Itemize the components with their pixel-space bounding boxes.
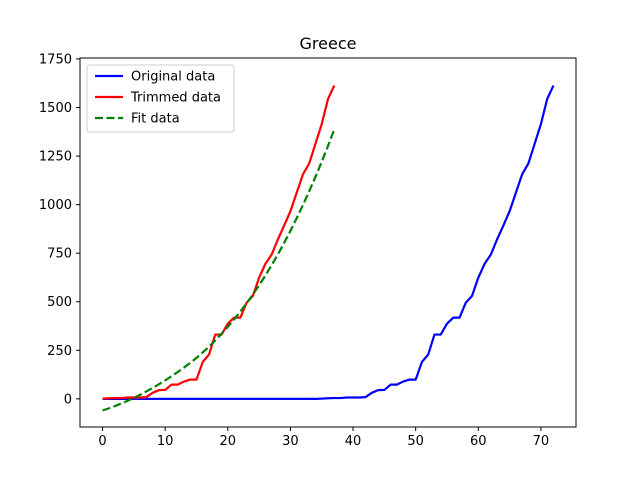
x-tick-label: 70 — [533, 434, 550, 449]
chart-title: Greece — [300, 34, 357, 53]
y-tick-label: 0 — [64, 392, 72, 407]
y-tick-label: 1500 — [39, 101, 72, 116]
x-tick-label: 60 — [470, 434, 487, 449]
legend-label: Trimmed data — [130, 91, 221, 106]
y-tick-label: 500 — [47, 295, 72, 310]
axes-frame — [79, 57, 577, 428]
x-tick-label: 40 — [345, 434, 362, 449]
y-tick-label: 1250 — [39, 150, 72, 165]
legend-box — [86, 64, 235, 133]
x-tick-label: 0 — [98, 434, 106, 449]
x-tick-label: 20 — [220, 434, 237, 449]
legend: Original data Trimmed data Fit data — [86, 64, 235, 133]
y-tick-label: 250 — [47, 344, 72, 359]
x-axis: 0 10 20 30 40 50 60 70 — [98, 427, 549, 449]
x-tick-label: 30 — [282, 434, 299, 449]
y-tick-label: 1750 — [39, 52, 72, 67]
y-tick-label: 750 — [47, 247, 72, 262]
x-tick-label: 50 — [407, 434, 424, 449]
legend-label: Original data — [131, 70, 215, 85]
series-line-trimmed-data — [102, 85, 336, 400]
series-line-fit-data — [102, 129, 336, 412]
y-tick-label: 1000 — [39, 198, 72, 213]
legend-label: Fit data — [131, 112, 180, 127]
series-line-original-data — [102, 85, 555, 400]
series-layer — [102, 85, 555, 412]
x-tick-label: 10 — [157, 434, 174, 449]
y-axis: 0 250 500 750 1000 1250 1500 1750 — [39, 52, 80, 407]
